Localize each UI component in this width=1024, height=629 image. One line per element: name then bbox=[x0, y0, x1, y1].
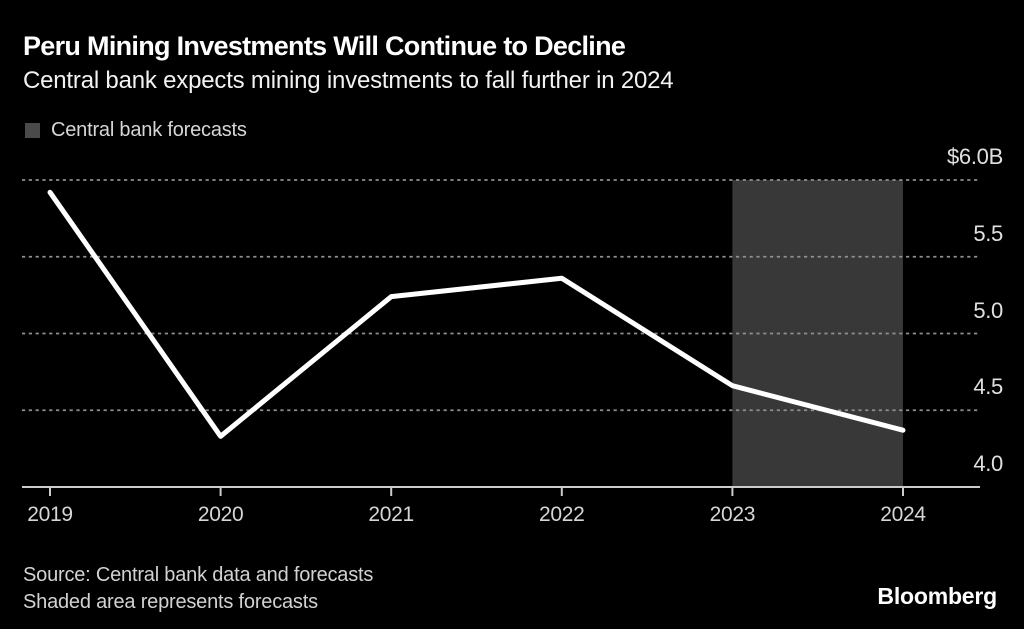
legend-label: Central bank forecasts bbox=[51, 118, 247, 141]
chart-title: Peru Mining Investments Will Continue to… bbox=[23, 31, 626, 61]
x-tick-label: 2022 bbox=[539, 503, 585, 526]
y-tick-label: 4.0 bbox=[973, 451, 1003, 476]
chart-subtitle: Central bank expects mining investments … bbox=[23, 67, 674, 94]
y-tick-label: 5.0 bbox=[973, 297, 1003, 323]
x-tick-label: 2019 bbox=[27, 503, 73, 526]
x-tick-label: 2020 bbox=[197, 503, 244, 526]
source-line-1: Source: Central bank data and forecasts bbox=[23, 564, 374, 586]
legend: Central bank forecasts bbox=[25, 118, 247, 142]
y-tick-label: 5.5 bbox=[973, 220, 1003, 246]
x-tick-label: 2024 bbox=[880, 503, 926, 526]
x-tick-label: 2021 bbox=[368, 503, 414, 526]
x-tick-label: 2023 bbox=[709, 503, 756, 526]
source-note: Source: Central bank data and forecasts … bbox=[23, 562, 373, 616]
bloomberg-logo: Bloomberg bbox=[877, 583, 997, 609]
legend-swatch-forecast-icon bbox=[25, 122, 40, 138]
source-line-2: Shaded area represents forecasts bbox=[23, 591, 318, 613]
investment-line bbox=[47, 189, 906, 439]
y-tick-label: $6.0B bbox=[947, 144, 1003, 169]
y-tick-label: 4.5 bbox=[973, 374, 1003, 400]
